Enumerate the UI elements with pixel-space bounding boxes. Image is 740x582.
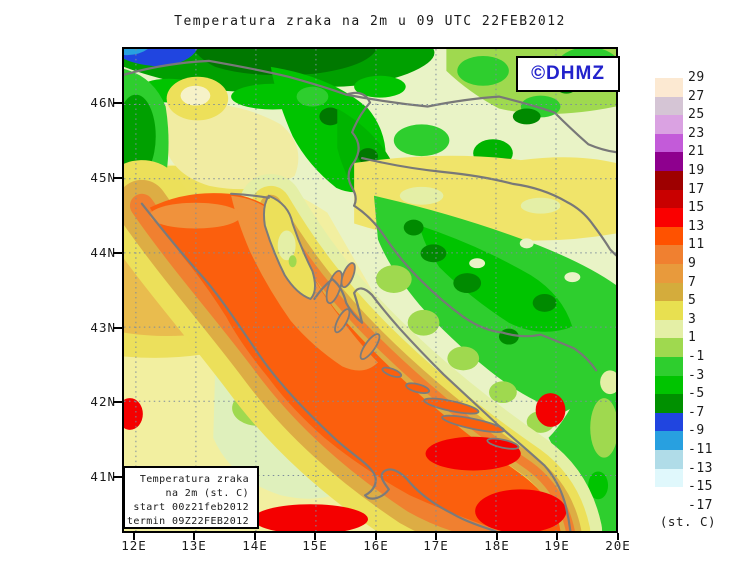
colorbar-cell [655,226,683,246]
colorbar-cell [655,338,683,357]
page-title: Temperatura zraka na 2m u 09 UTC 22FEB20… [174,14,566,29]
lon-label: 12E [121,538,147,553]
dhmz-watermark-box: ©DHMZ [516,56,620,92]
lon-tick [314,533,316,540]
colorbar-cell [655,208,683,227]
colorbar-cell [655,412,683,432]
lon-tick [375,533,377,540]
country-borders [124,59,616,372]
colorbar-cell [655,487,683,506]
colorbar-tick-label: 13 [688,218,705,234]
colorbar-tick-label: -7 [688,404,705,420]
lat-tick [113,476,122,478]
lon-tick [556,533,558,540]
colorbar-cell [655,96,683,116]
info-line: termin 09Z22FEB2012 [127,516,249,527]
lat-label: 41N [90,469,116,484]
colorbar-tick-label: -1 [688,349,705,364]
colorbar-cell [655,431,683,450]
colorbar-tick-label: 9 [688,256,697,271]
colorbar-tick-label: 7 [688,274,697,290]
lat-tick [113,327,122,329]
lon-label: 19E [544,538,570,553]
lon-label: 16E [363,538,389,553]
colorbar-tick-label: 19 [688,163,705,178]
colorbar-cell [655,115,683,134]
colorbar-cell [655,171,683,190]
colorbar-tick-label: 1 [688,330,697,346]
colorbar-cell [655,357,683,376]
colorbar-tick-label: 5 [688,293,697,309]
lat-tick [113,177,122,179]
info-line: na 2m (st. C) [165,488,249,499]
temperature-map [124,49,616,531]
colorbar-cell [655,133,683,153]
lon-label: 15E [302,538,328,553]
colorbar-tick-label: 23 [688,125,705,141]
colorbar-tick-label: -17 [688,497,713,513]
colorbar-tick-label: 15 [688,200,705,216]
lat-label: 42N [90,394,116,409]
lon-label: 14E [242,538,268,553]
lon-tick [133,533,135,540]
colorbar-cell [655,450,683,469]
colorbar-cell [655,319,683,339]
lon-label: 13E [181,538,207,553]
lon-tick [254,533,256,540]
lon-label: 18E [484,538,510,553]
info-box: Temperatura zraka na 2m (st. C) start 00… [123,466,259,529]
colorbar-cell [655,245,683,264]
colorbar-tick-label: 27 [688,88,705,104]
lon-tick [435,533,437,540]
colorbar-tick-label: 25 [688,107,705,123]
colorbar-tick-label: 17 [688,181,705,197]
colorbar-cell [655,264,683,283]
dhmz-label: ©DHMZ [531,63,605,84]
lon-label: 17E [423,538,449,553]
colorbar-cell [655,189,683,209]
colorbar-tick-label: -3 [688,367,705,383]
lat-label: 43N [90,320,116,335]
colorbar-cell [655,301,683,320]
colorbar-unit-label: (st. C) [659,514,717,529]
lon-tick [617,533,619,540]
lon-tick [193,533,195,540]
lat-tick [113,401,122,403]
colorbar-tick-label: -9 [688,423,705,439]
info-line: start 00z21feb2012 [133,502,249,513]
colorbar-cell [655,78,683,97]
lat-tick [113,252,122,254]
colorbar-cell [655,375,683,395]
colorbar-cell [655,394,683,413]
graticule [124,49,616,531]
colorbar-tick-label: 11 [688,237,705,253]
lon-tick [496,533,498,540]
map-frame: ©DHMZ Temperatura zraka na 2m (st. C) st… [122,47,620,533]
colorbar-tick-label: -13 [688,460,713,476]
colorbar-tick-label: -15 [688,479,713,495]
lat-label: 44N [90,245,116,260]
colorbar-tick-label: 3 [688,311,697,327]
colorbar-tick-label: -5 [688,386,705,402]
lat-tick [113,102,122,104]
colorbar-tick-label: -11 [688,442,713,457]
coastline [140,192,572,531]
colorbar-tick-label: 21 [688,144,705,160]
lat-label: 46N [90,95,116,110]
colorbar-cell [655,282,683,302]
colorbar-tick-label: 29 [688,70,705,85]
lon-label: 20E [605,538,631,553]
lat-label: 45N [90,170,116,185]
colorbar-cell [655,152,683,171]
colorbar-cell [655,468,683,488]
info-line: Temperatura zraka [139,474,249,485]
